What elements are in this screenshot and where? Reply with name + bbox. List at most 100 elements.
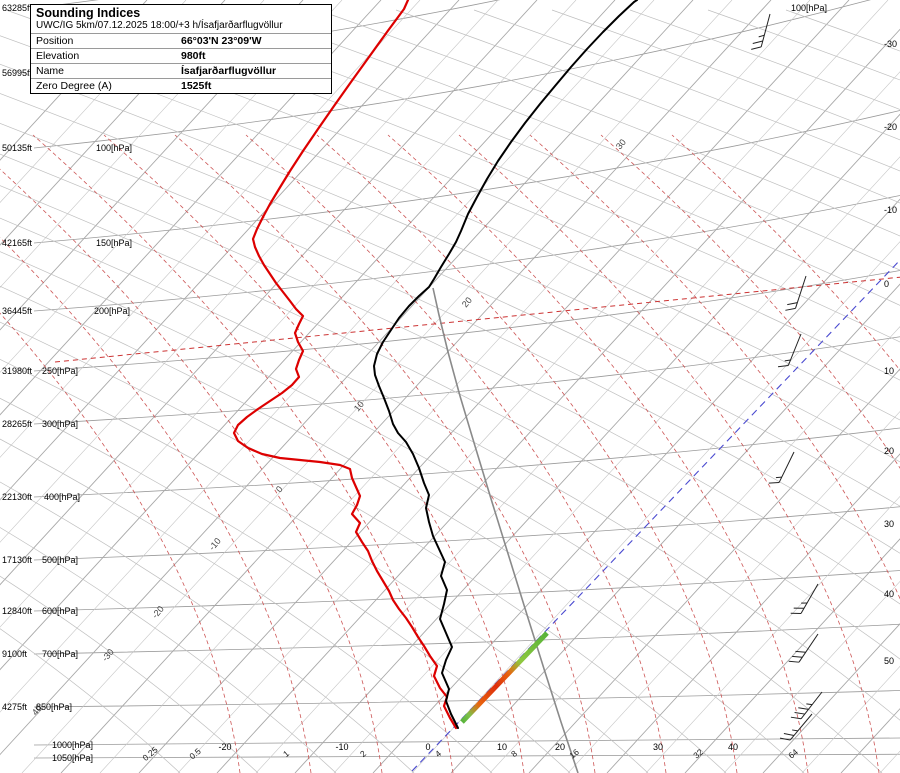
dry-adiabat-line [161, 9, 900, 306]
adiabat-label: -30 [100, 647, 116, 663]
isobar-line [33, 270, 900, 372]
left-altitude-label: 9100ft [2, 649, 28, 659]
right-temperature-label: 50 [884, 656, 894, 666]
left-pressure-label: 600[hPa] [42, 606, 78, 616]
dry-adiabat-line [239, 9, 900, 271]
right-temperature-label: 20 [884, 446, 894, 456]
left-pressure-label: 300[hPa] [42, 419, 78, 429]
left-altitude-label: 17130ft [2, 555, 33, 565]
isotherm-line [450, 283, 900, 773]
dry-adiabat-line [785, 9, 900, 52]
left-pressure-label: 500[hPa] [42, 555, 78, 565]
isotherm-line [0, 0, 616, 671]
right-temperature-label: -10 [884, 205, 897, 215]
moist-adiabat-line [600, 134, 900, 469]
isobar-line [33, 506, 900, 561]
dry-adiabat-line [707, 9, 900, 81]
bottom-temperature-label: 30 [653, 742, 663, 752]
dry-adiabat-line [551, 9, 900, 141]
moist-adiabat-line [316, 134, 738, 773]
left-pressure-label: 400[hPa] [44, 492, 80, 502]
info-value: 1525ft [181, 80, 212, 92]
adiabat-label: -10 [207, 536, 223, 552]
dry-adiabat-line [0, 251, 883, 773]
wind-barb-tick [788, 660, 800, 663]
isotherm-line [138, 0, 850, 773]
info-row-elevation: Elevation 980ft [31, 48, 331, 63]
moist-adiabat-line [529, 134, 900, 600]
info-label: Name [36, 65, 65, 77]
isotherm-line [0, 0, 421, 458]
isotherm-line [723, 580, 900, 773]
wind-barb [790, 691, 823, 720]
wind-barbs [751, 13, 823, 741]
wind-barb-tick [783, 733, 795, 736]
isotherm-line [99, 0, 811, 773]
dry-adiabat-line [0, 93, 900, 507]
adiabat-label: 40 [30, 703, 44, 717]
sounding-indices-panel: Sounding Indices UWC/IG 5km/07.12.2025 1… [30, 4, 332, 94]
isobar-line [33, 336, 900, 425]
moist-adiabat-line [458, 134, 880, 773]
dry-adiabat-line [629, 9, 900, 110]
isotherm-line [0, 0, 538, 586]
isotherm-line [0, 0, 148, 161]
bottom-temperature-label: 20 [555, 742, 565, 752]
wind-barb-tick [752, 40, 763, 45]
left-pressure-label: 250[hPa] [42, 366, 78, 376]
wind-barb-halftick [775, 476, 782, 479]
wind-barb-tick [792, 655, 803, 658]
adiabat-label: -20 [150, 604, 166, 620]
info-value: 980ft [181, 50, 206, 62]
isotherm-line [762, 623, 900, 773]
isotherm-line [0, 0, 382, 416]
parcel-line [432, 287, 579, 773]
info-label: Zero Degree (A) [36, 80, 112, 92]
isotherm-line [528, 368, 900, 773]
dry-adiabat-line [0, 358, 649, 773]
wind-barb-halftick [758, 34, 765, 38]
moist-adiabat-line [174, 134, 596, 773]
dry-adiabat-line [0, 185, 900, 660]
bottom-mixing-ratio-label: 0.25 [141, 744, 160, 762]
left-altitude-label: 63285ft [2, 3, 33, 13]
left-altitude-label: 42165ft [2, 238, 33, 248]
dry-adiabat-line [0, 438, 493, 773]
wind-barb [790, 583, 819, 614]
moist-adiabat-line [0, 312, 241, 773]
dry-adiabat-lines [0, 9, 900, 773]
left-pressure-label: 150[hPa] [96, 238, 132, 248]
isotherm-line [645, 496, 900, 773]
moist-adiabat-line [387, 134, 809, 773]
isotherm-line [255, 71, 900, 773]
isotherm-line [0, 0, 304, 331]
lcl-gradient-segment [460, 631, 549, 724]
adiabat-label: 20 [460, 295, 474, 309]
isotherm-line [21, 0, 733, 773]
left-pressure-label: 200[hPa] [94, 306, 130, 316]
dry-adiabat-line [5, 9, 900, 381]
wind-barb-tick [794, 711, 805, 715]
bottom-temperature-label: 0 [425, 742, 430, 752]
right-temperature-label: -30 [884, 39, 897, 49]
left-altitude-label: 50135ft [2, 143, 33, 153]
isotherm-line [177, 0, 889, 773]
moist-adiabat-lines [0, 134, 900, 773]
wind-barb-halftick [792, 729, 798, 732]
info-label: Position [36, 35, 74, 47]
wind-barb [779, 713, 813, 741]
wind-barb-staff [800, 583, 819, 614]
right-temperature-label: 10 [884, 366, 894, 376]
isotherm-line [333, 156, 900, 773]
left-pressure-label: 1050[hPa] [52, 753, 93, 763]
wind-barb-tick [777, 365, 789, 368]
left-altitude-label: 36445ft [2, 306, 33, 316]
left-altitude-label: 4275ft [2, 702, 28, 712]
bottom-mixing-ratio-label: 4 [433, 748, 443, 759]
bottom-mixing-ratio-label: 1 [281, 748, 291, 759]
wind-barb-tick [787, 302, 798, 306]
dry-adiabat-line [0, 575, 259, 773]
isobar-line [33, 427, 900, 498]
isobar-lines [33, 0, 900, 759]
